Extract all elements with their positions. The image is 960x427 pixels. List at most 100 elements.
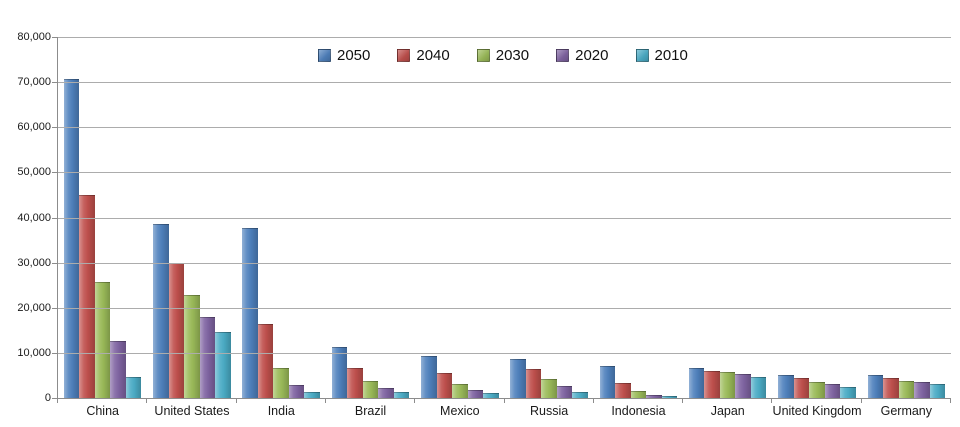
- legend-swatch-2020: [556, 49, 570, 62]
- gridline-50000: [58, 172, 951, 174]
- y-axis-tick-label: 10,000: [17, 346, 51, 359]
- y-axis-tick-mark: [52, 352, 57, 354]
- x-axis-tick-mark: [324, 398, 326, 403]
- x-axis-tick-mark: [682, 398, 684, 403]
- y-axis-tick-label: 20,000: [17, 301, 51, 314]
- x-axis-tick-mark: [503, 398, 505, 403]
- x-axis-label-united-kingdom: United Kingdom: [772, 404, 862, 418]
- legend-label-2020: 2020: [575, 47, 609, 64]
- bar-2030-brazil: [362, 381, 379, 398]
- legend-label-2040: 2040: [416, 47, 450, 64]
- bar-2050-germany: [867, 375, 884, 398]
- y-axis-tick-mark: [52, 37, 57, 38]
- y-axis-tick-label: 50,000: [17, 166, 51, 179]
- x-axis-labels: China United States India Brazil Mexico Russi…: [58, 404, 951, 418]
- gridline-60000: [58, 127, 951, 129]
- bar-2050-india: [242, 228, 258, 398]
- x-axis-label-japan: Japan: [710, 404, 745, 418]
- bar-group-china: [58, 37, 147, 398]
- x-axis-label-china: China: [86, 404, 119, 418]
- bar-group-mexico: [415, 37, 504, 398]
- bar-2010-japan: [750, 377, 767, 398]
- y-axis-tick-mark: [52, 82, 57, 84]
- bar-group-united-states: [147, 37, 236, 398]
- x-axis-tick-mark: [860, 398, 862, 403]
- bar-2040-indonesia: [615, 383, 631, 398]
- bar-2010-indonesia: [661, 396, 678, 398]
- y-axis-tick-label: 30,000: [17, 256, 51, 269]
- bar-2040-united-kingdom: [793, 378, 810, 398]
- legend-label-2030: 2030: [495, 47, 530, 64]
- x-axis-tick-mark: [57, 398, 58, 403]
- bar-2010-united-kingdom: [840, 386, 856, 398]
- bar-2030-japan: [719, 371, 736, 398]
- y-axis-tick-label: 70,000: [17, 76, 51, 89]
- bar-2020-india: [288, 385, 305, 398]
- bar-2050-russia: [510, 359, 526, 398]
- legend-item-2020: 2020: [556, 47, 609, 64]
- bar-2050-united-kingdom: [778, 374, 794, 398]
- bar-2040-china: [79, 194, 95, 398]
- bar-2030-india: [273, 367, 289, 398]
- bar-2020-germany: [914, 382, 930, 398]
- bar-group-united-kingdom: [772, 37, 861, 398]
- y-axis-tick-label: 40,000: [17, 211, 51, 224]
- legend-item-2010: 2010: [635, 47, 688, 64]
- bar-group-indonesia: [594, 37, 683, 398]
- legend-label-2010: 2010: [654, 47, 688, 64]
- y-axis-tick-mark: [52, 398, 57, 399]
- bar-2030-indonesia: [630, 391, 647, 398]
- legend-item-2040: 2040: [397, 47, 450, 64]
- bar-2040-germany: [883, 378, 899, 398]
- bar-2010-united-states: [215, 332, 231, 398]
- bar-2010-germany: [929, 384, 946, 398]
- bar-group-brazil: [326, 37, 415, 398]
- legend-swatch-2030: [476, 49, 490, 62]
- bar-2010-india: [304, 392, 320, 398]
- bar-group-india: [237, 37, 326, 398]
- legend-swatch-2050: [318, 49, 331, 62]
- bar-group-germany: [862, 37, 951, 398]
- x-axis-label-germany: Germany: [880, 404, 933, 418]
- bar-2050-indonesia: [599, 366, 616, 398]
- gridline-70000: [58, 82, 951, 84]
- x-axis-label-mexico: Mexico: [440, 404, 480, 418]
- bar-2020-mexico: [467, 390, 484, 398]
- bar-2010-brazil: [393, 391, 410, 398]
- bar-2040-united-states: [168, 263, 185, 398]
- bar-2020-united-kingdom: [824, 384, 841, 398]
- legend-item-2050: 2050: [318, 47, 370, 64]
- bar-2030-united-states: [184, 295, 200, 398]
- gridline-10000: [58, 352, 951, 354]
- x-axis-tick-mark: [235, 398, 237, 403]
- legend-item-2030: 2030: [476, 47, 530, 64]
- legend-label-2050: 2050: [337, 47, 371, 64]
- y-axis-line: [57, 37, 58, 399]
- bar-2030-germany: [898, 381, 915, 398]
- bar-2020-china: [110, 341, 126, 398]
- bar-2020-united-states: [199, 316, 216, 398]
- bar-2050-china: [63, 78, 80, 398]
- bar-2050-brazil: [331, 346, 348, 398]
- y-axis-tick-mark: [52, 262, 57, 264]
- y-axis-tick-mark: [52, 307, 57, 309]
- y-axis-tick-label: 60,000: [17, 121, 51, 134]
- bar-2020-japan: [735, 374, 751, 398]
- plot-area: [58, 37, 951, 398]
- bar-2020-brazil: [378, 388, 394, 398]
- gridline-80000: [58, 37, 951, 38]
- y-axis-tick-mark: [52, 217, 57, 219]
- x-axis-label-india: India: [267, 404, 295, 418]
- bar-2040-mexico: [436, 373, 453, 398]
- gridline-40000: [58, 217, 951, 219]
- bar-2040-brazil: [347, 368, 363, 398]
- bar-group-russia: [504, 37, 593, 398]
- bar-2040-india: [257, 323, 274, 398]
- y-axis-tick-label: 0: [44, 392, 51, 404]
- gridline-20000: [58, 307, 951, 309]
- y-axis-tick-mark: [52, 172, 57, 174]
- bar-2050-united-states: [153, 224, 169, 398]
- bar-2040-russia: [525, 369, 542, 398]
- bar-2050-mexico: [421, 355, 437, 398]
